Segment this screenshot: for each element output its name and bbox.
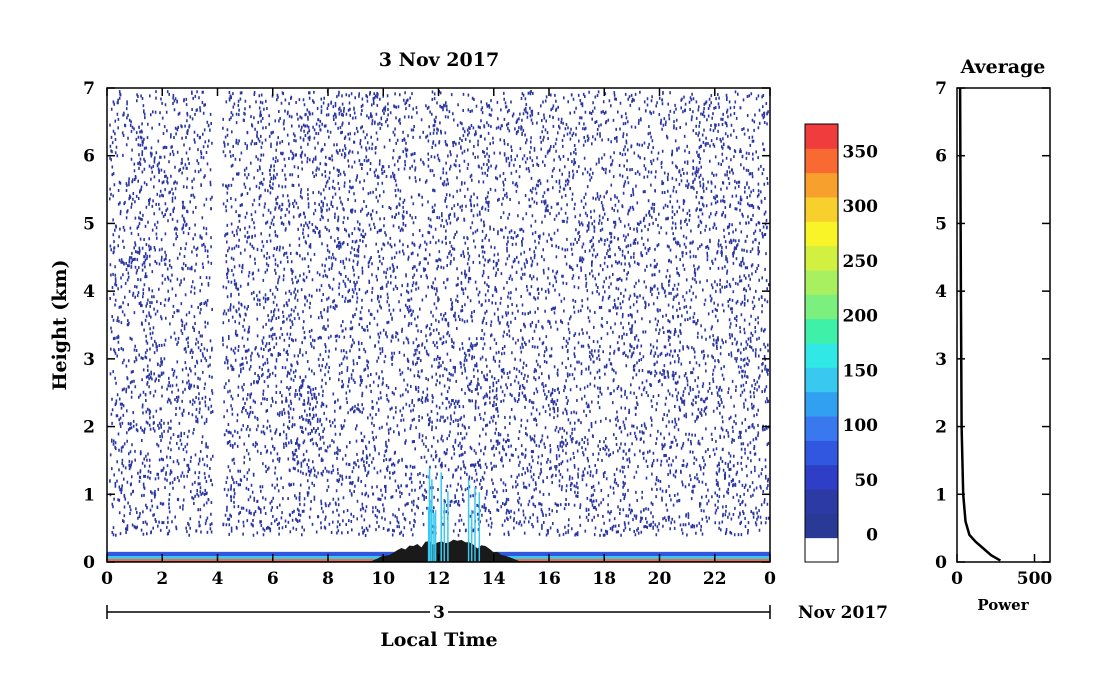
colorbar-segment bbox=[805, 124, 838, 149]
main-y-tick-label: 0 bbox=[83, 553, 95, 573]
average-y-ticks: 0 1 2 3 4 5 6 7 bbox=[935, 79, 1050, 573]
main-x-tick-label: 2 bbox=[156, 569, 168, 589]
main-x-tick-label: 22 bbox=[703, 569, 727, 589]
average-title: Average bbox=[960, 56, 1046, 78]
average-y-tick-label: 5 bbox=[935, 214, 947, 234]
main-x-tick-label: 16 bbox=[537, 569, 561, 589]
date-axis-month: Nov 2017 bbox=[798, 603, 888, 623]
main-y-ticks: 0 1 2 3 4 5 6 7 bbox=[83, 79, 770, 573]
average-y-tick-label: 6 bbox=[935, 147, 947, 167]
colorbar-segment bbox=[805, 537, 838, 563]
average-x-tick-label: 0 bbox=[951, 569, 963, 589]
main-x-tick-label: 0 bbox=[764, 569, 776, 589]
main-x-ticks: 0 2 4 6 8 10 12 14 16 18 20 22 0 bbox=[101, 88, 776, 589]
average-plot-frame bbox=[956, 87, 1051, 563]
average-y-tick-label: 7 bbox=[935, 79, 947, 99]
main-x-tick-label: 14 bbox=[482, 569, 506, 589]
colorbar-segment bbox=[805, 221, 838, 247]
colorbar-segment bbox=[805, 367, 838, 393]
colorbar-segment bbox=[805, 245, 838, 271]
main-y-tick-label: 2 bbox=[83, 418, 95, 438]
colorbar-segment bbox=[805, 294, 838, 320]
main-x-tick-label: 20 bbox=[648, 569, 672, 589]
main-title: 3 Nov 2017 bbox=[379, 49, 499, 71]
average-y-tick-label: 4 bbox=[935, 282, 947, 302]
colorbar-tick-label: 100 bbox=[843, 416, 879, 436]
colorbar-tick-label: 200 bbox=[843, 307, 879, 327]
average-y-tick-label: 2 bbox=[935, 418, 947, 438]
date-axis: 3 bbox=[106, 603, 771, 623]
main-x-tick-label: 10 bbox=[371, 569, 395, 589]
colorbar-tick-label: 0 bbox=[866, 526, 878, 546]
main-y-tick-label: 1 bbox=[83, 485, 95, 505]
date-axis-day: 3 bbox=[433, 603, 445, 623]
colorbar-tick-label: 150 bbox=[843, 361, 879, 381]
colorbar bbox=[804, 123, 839, 563]
speckle-noise bbox=[109, 90, 770, 537]
main-x-tick-label: 12 bbox=[427, 569, 451, 589]
main-y-tick-label: 6 bbox=[83, 147, 95, 167]
main-x-tick-label: 18 bbox=[592, 569, 616, 589]
backscatter-speckles bbox=[109, 90, 770, 537]
colorbar-frame bbox=[804, 123, 839, 563]
colorbar-segment bbox=[805, 513, 838, 539]
colorbar-segment bbox=[805, 416, 838, 441]
main-y-axis-label: Height (km) bbox=[49, 260, 71, 391]
colorbar-segment bbox=[805, 440, 838, 466]
average-profile-line bbox=[958, 87, 1002, 562]
midday-layer bbox=[369, 539, 522, 562]
convective-spikes bbox=[427, 468, 481, 562]
average-y-tick-label: 1 bbox=[935, 485, 947, 505]
colorbar-segment bbox=[805, 318, 838, 344]
colorbar-tick-label: 300 bbox=[843, 197, 879, 217]
main-y-tick-label: 7 bbox=[83, 79, 95, 99]
colorbar-tick-label: 250 bbox=[843, 252, 879, 272]
main-x-tick-label: 0 bbox=[101, 569, 113, 589]
colorbar-labels: 0 50 100 150 200 250 300 350 bbox=[843, 142, 879, 545]
average-profile-panel: 0 1 2 3 4 5 6 7 0 500 bbox=[935, 79, 1052, 589]
main-y-tick-label: 3 bbox=[83, 350, 95, 370]
average-y-tick-label: 0 bbox=[935, 553, 947, 573]
colorbar-segment bbox=[805, 464, 838, 490]
average-y-tick-label: 3 bbox=[935, 350, 947, 370]
colorbar-segment bbox=[805, 197, 838, 222]
colorbar-tick-label: 50 bbox=[854, 471, 878, 491]
average-x-axis-label: Power bbox=[977, 596, 1029, 614]
colorbar-segment bbox=[805, 270, 838, 295]
colorbar-segment bbox=[805, 343, 838, 368]
main-y-tick-label: 5 bbox=[83, 214, 95, 234]
average-x-ticks: 0 500 bbox=[951, 554, 1052, 589]
main-x-tick-label: 8 bbox=[322, 569, 334, 589]
colorbar-segment bbox=[805, 172, 838, 198]
colorbar-segment bbox=[805, 148, 838, 174]
main-y-tick-label: 4 bbox=[83, 282, 95, 302]
colorbar-tick-label: 350 bbox=[843, 142, 879, 162]
colorbar-segment bbox=[805, 391, 838, 417]
main-x-axis-label: Local Time bbox=[380, 629, 497, 651]
main-x-tick-label: 4 bbox=[212, 569, 224, 589]
colorbar-segment bbox=[805, 489, 838, 514]
average-x-tick-label: 500 bbox=[1017, 569, 1053, 589]
main-x-tick-label: 6 bbox=[267, 569, 279, 589]
